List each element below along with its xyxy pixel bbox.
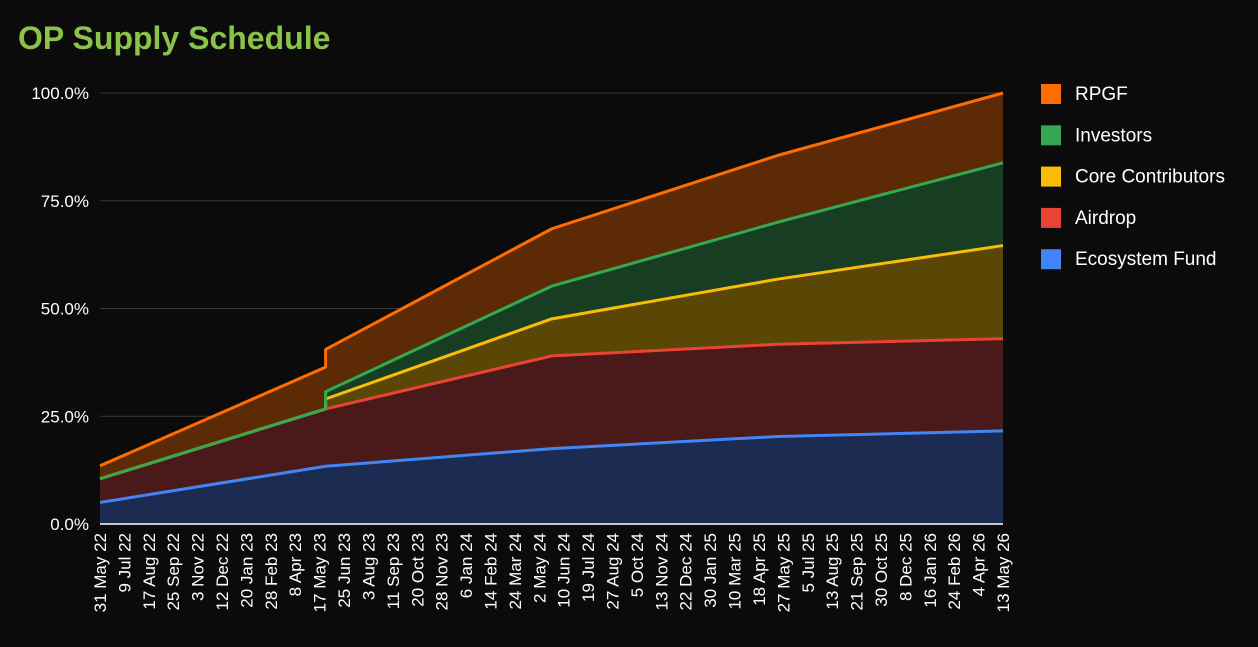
x-tick-label: 5 Jul 25	[799, 533, 818, 593]
x-tick-label: 14 Feb 24	[481, 533, 500, 610]
x-tick-label: 10 Jun 24	[555, 533, 574, 608]
x-tick-label: 25 Jun 23	[335, 533, 354, 608]
x-tick-label: 30 Jan 25	[701, 533, 720, 608]
x-tick-label: 17 May 23	[311, 533, 330, 612]
x-tick-label: 10 Mar 25	[726, 533, 745, 610]
x-tick-label: 30 Oct 25	[872, 533, 891, 607]
x-tick-label: 28 Nov 23	[433, 533, 452, 611]
x-tick-label: 27 Aug 24	[604, 533, 623, 610]
x-tick-label: 19 Jul 24	[579, 533, 598, 602]
x-tick-label: 17 Aug 22	[140, 533, 159, 610]
y-tick-label: 25.0%	[41, 407, 89, 426]
legend-swatch	[1041, 207, 1061, 228]
x-tick-label: 13 Nov 24	[652, 533, 671, 611]
chart-title: OP Supply Schedule	[18, 20, 330, 56]
x-tick-label: 8 Dec 25	[896, 533, 915, 601]
x-tick-label: 22 Dec 24	[677, 533, 696, 611]
legend-swatch	[1041, 125, 1061, 146]
x-tick-label: 20 Jan 23	[237, 533, 256, 608]
y-tick-label: 50.0%	[41, 300, 89, 319]
x-tick-label: 8 Apr 23	[286, 533, 305, 596]
x-tick-label: 12 Dec 22	[213, 533, 232, 611]
x-tick-label: 13 Aug 25	[823, 533, 842, 610]
x-tick-label: 25 Sep 22	[164, 533, 183, 611]
x-tick-label: 24 Mar 24	[506, 533, 525, 610]
area-investors	[100, 162, 1003, 479]
series-lines	[99, 91, 1004, 504]
x-tick-label: 2 May 24	[530, 533, 549, 603]
legend-swatch	[1041, 84, 1061, 104]
x-tick-label: 11 Sep 23	[384, 533, 403, 609]
legend: RPGF Investors Core Contributors Airdrop Eco…	[1041, 84, 1225, 270]
y-axis-ticks: 0.0% 25.0% 50.0% 75.0% 100.0%	[31, 84, 89, 534]
x-tick-label: 21 Sep 25	[848, 533, 867, 611]
x-tick-label: 13 May 26	[994, 533, 1013, 612]
x-tick-label: 31 May 22	[91, 533, 110, 612]
x-axis-ticks: 31 May 22 9 Jul 22 17 Aug 22 25 Sep 22 3 Nov…	[91, 533, 1013, 612]
x-tick-label: 3 Nov 22	[189, 533, 208, 601]
legend-label: Investors	[1075, 125, 1152, 146]
area-core-contributors	[100, 245, 1003, 479]
legend-label: RPGF	[1075, 84, 1128, 105]
x-tick-label: 16 Jan 26	[921, 533, 940, 608]
area-ecosystem-fund	[100, 430, 1003, 524]
x-tick-label: 9 Jul 22	[115, 533, 134, 593]
x-tick-label: 27 May 25	[774, 533, 793, 612]
legend-swatch	[1041, 249, 1061, 270]
x-tick-label: 20 Oct 23	[408, 533, 427, 607]
x-tick-label: 3 Aug 23	[359, 533, 378, 600]
x-tick-label: 28 Feb 23	[262, 533, 281, 610]
legend-label: Ecosystem Fund	[1075, 249, 1217, 270]
legend-swatch	[1041, 166, 1061, 187]
x-tick-label: 6 Jan 24	[457, 533, 476, 598]
x-tick-label: 4 Apr 26	[970, 533, 989, 596]
line-investors	[99, 161, 1004, 481]
y-tick-label: 75.0%	[41, 192, 89, 211]
x-tick-label: 5 Oct 24	[628, 533, 647, 597]
y-tick-label: 0.0%	[50, 515, 89, 534]
area-airdrop	[100, 338, 1003, 503]
x-tick-label: 24 Feb 26	[945, 533, 964, 610]
legend-label: Airdrop	[1075, 208, 1136, 229]
x-tick-label: 18 Apr 25	[750, 533, 769, 606]
line-rpgf	[99, 91, 1004, 468]
legend-label: Core Contributors	[1075, 167, 1225, 188]
y-tick-label: 100.0%	[31, 84, 89, 103]
line-ecosystem-fund	[99, 429, 1004, 504]
